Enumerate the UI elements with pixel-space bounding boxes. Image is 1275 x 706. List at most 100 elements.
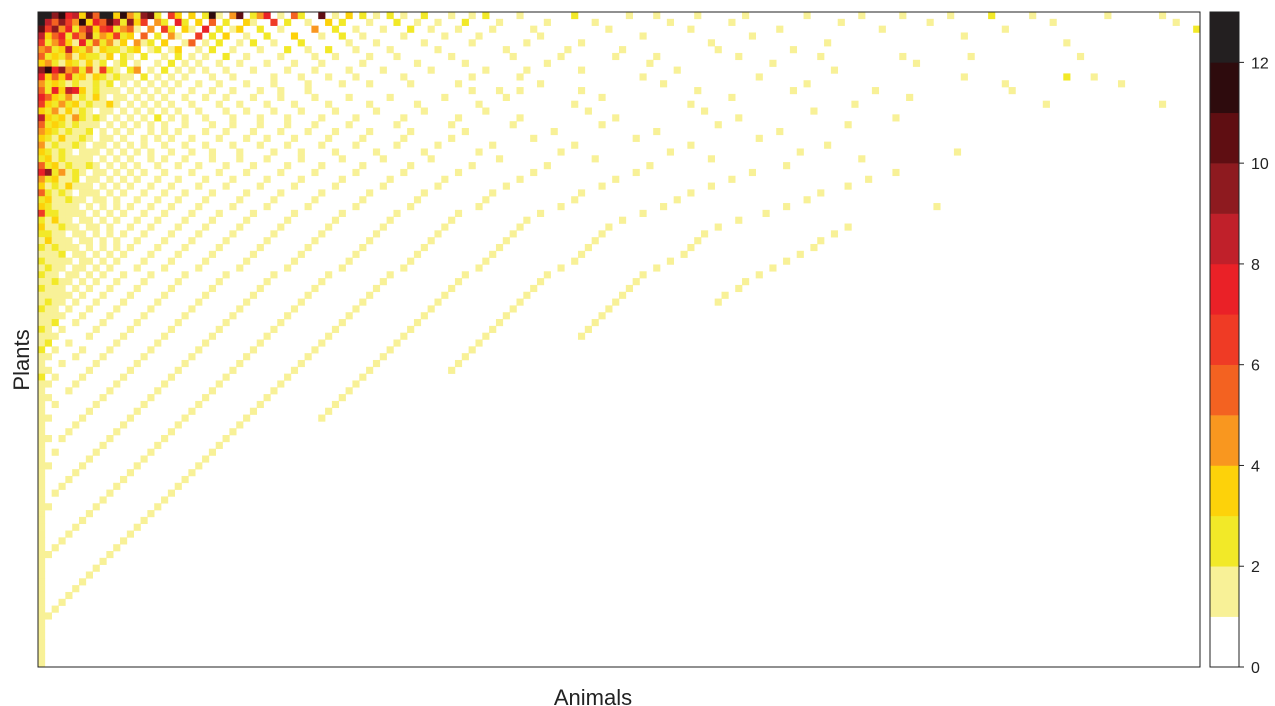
heatmap-cell bbox=[619, 216, 627, 224]
heatmap-cell bbox=[72, 223, 80, 231]
heatmap-cell bbox=[236, 155, 244, 163]
heatmap-cell bbox=[161, 66, 169, 74]
heatmap-cell bbox=[99, 73, 107, 81]
heatmap-cell bbox=[844, 182, 852, 190]
heatmap-cell bbox=[844, 223, 852, 231]
heatmap-cell bbox=[434, 46, 442, 54]
heatmap-cell bbox=[99, 394, 107, 402]
heatmap-cell bbox=[72, 107, 80, 115]
heatmap-cell bbox=[38, 400, 46, 409]
heatmap-cell bbox=[79, 162, 87, 170]
heatmap-cell bbox=[65, 32, 73, 40]
heatmap-cell bbox=[865, 175, 873, 183]
heatmap-cell bbox=[147, 121, 155, 129]
heatmap-cell bbox=[243, 414, 251, 422]
heatmap-cell bbox=[51, 114, 59, 122]
heatmap-cell bbox=[249, 127, 258, 136]
legend-tick-label: 10 bbox=[1251, 156, 1269, 173]
heatmap-cell bbox=[154, 114, 162, 122]
heatmap-cell bbox=[386, 46, 394, 54]
heatmap-cell bbox=[38, 475, 46, 484]
heatmap-cell bbox=[284, 216, 292, 224]
heatmap-cell bbox=[38, 223, 46, 231]
heatmap-cell bbox=[236, 25, 244, 33]
heatmap-cell bbox=[1193, 25, 1201, 33]
heatmap-cell bbox=[44, 243, 52, 252]
heatmap-cell bbox=[154, 46, 162, 54]
heatmap-cell bbox=[229, 25, 237, 33]
heatmap-cell bbox=[413, 18, 422, 26]
heatmap-cell bbox=[147, 271, 155, 279]
heatmap-cell bbox=[65, 100, 73, 108]
heatmap-cell bbox=[51, 59, 59, 67]
heatmap-cell bbox=[65, 107, 73, 115]
heatmap-cell bbox=[106, 25, 114, 33]
heatmap-cell bbox=[99, 46, 107, 54]
heatmap-cell bbox=[653, 52, 661, 61]
heatmap-cell bbox=[72, 319, 80, 327]
heatmap-cell bbox=[208, 448, 217, 456]
heatmap-cell bbox=[44, 107, 52, 115]
y-axis-label: Plants bbox=[9, 329, 34, 390]
heatmap-cell bbox=[530, 284, 538, 293]
heatmap-cell bbox=[277, 87, 285, 95]
heatmap-cell bbox=[318, 339, 326, 347]
heatmap-cell bbox=[536, 278, 545, 286]
heatmap-cell bbox=[44, 353, 52, 361]
heatmap-cell bbox=[51, 284, 59, 293]
heatmap-cell bbox=[803, 80, 811, 88]
heatmap-cell bbox=[65, 93, 73, 101]
heatmap-cell bbox=[38, 100, 46, 108]
heatmap-cell bbox=[51, 134, 59, 142]
heatmap-cell bbox=[79, 107, 87, 115]
heatmap-cell bbox=[523, 39, 531, 47]
heatmap-cell bbox=[58, 73, 66, 81]
heatmap-cell bbox=[38, 639, 46, 647]
heatmap-cell bbox=[188, 52, 196, 61]
heatmap-cell bbox=[222, 52, 230, 61]
heatmap-cell bbox=[256, 12, 264, 20]
heatmap-cell bbox=[304, 18, 312, 26]
heatmap-cell bbox=[202, 394, 210, 402]
heatmap-cell bbox=[345, 257, 353, 265]
heatmap-cell bbox=[270, 80, 278, 88]
heatmap-cell bbox=[140, 230, 148, 238]
heatmap-cell bbox=[133, 523, 141, 531]
heatmap-cell bbox=[38, 203, 46, 211]
heatmap-cell bbox=[783, 203, 791, 211]
heatmap-cell bbox=[58, 46, 66, 54]
heatmap-cell bbox=[468, 346, 476, 354]
heatmap-cell bbox=[448, 52, 456, 61]
heatmap-cell bbox=[51, 25, 59, 33]
heatmap-cell bbox=[359, 373, 367, 381]
heatmap-cell bbox=[126, 530, 134, 538]
heatmap-cell bbox=[236, 12, 244, 20]
heatmap-cell bbox=[195, 162, 203, 170]
heatmap-cell bbox=[202, 141, 210, 149]
heatmap-cell bbox=[243, 32, 251, 40]
heatmap-cell bbox=[154, 59, 162, 67]
heatmap-cell bbox=[58, 25, 66, 33]
heatmap-cell bbox=[208, 46, 217, 54]
heatmap-cell bbox=[817, 189, 825, 197]
heatmap-cell bbox=[290, 134, 299, 142]
heatmap-cell bbox=[352, 73, 360, 81]
heatmap-cell bbox=[960, 73, 968, 81]
heatmap-cell bbox=[270, 107, 278, 115]
heatmap-cell bbox=[776, 127, 784, 136]
heatmap-cell bbox=[44, 284, 52, 293]
heatmap-cell bbox=[79, 18, 87, 26]
heatmap-cell bbox=[92, 564, 100, 572]
heatmap-cell bbox=[58, 18, 66, 26]
heatmap-cell bbox=[154, 32, 162, 40]
heatmap-cell bbox=[38, 407, 46, 415]
heatmap-cell bbox=[407, 127, 415, 136]
heatmap-cell bbox=[44, 230, 52, 238]
heatmap-cell bbox=[51, 243, 59, 252]
heatmap-cell bbox=[51, 264, 59, 272]
heatmap-cell bbox=[249, 209, 258, 217]
heatmap-cell bbox=[140, 73, 148, 81]
heatmap-cell bbox=[58, 312, 66, 320]
heatmap-cell bbox=[379, 155, 387, 163]
heatmap-cell bbox=[892, 114, 900, 122]
